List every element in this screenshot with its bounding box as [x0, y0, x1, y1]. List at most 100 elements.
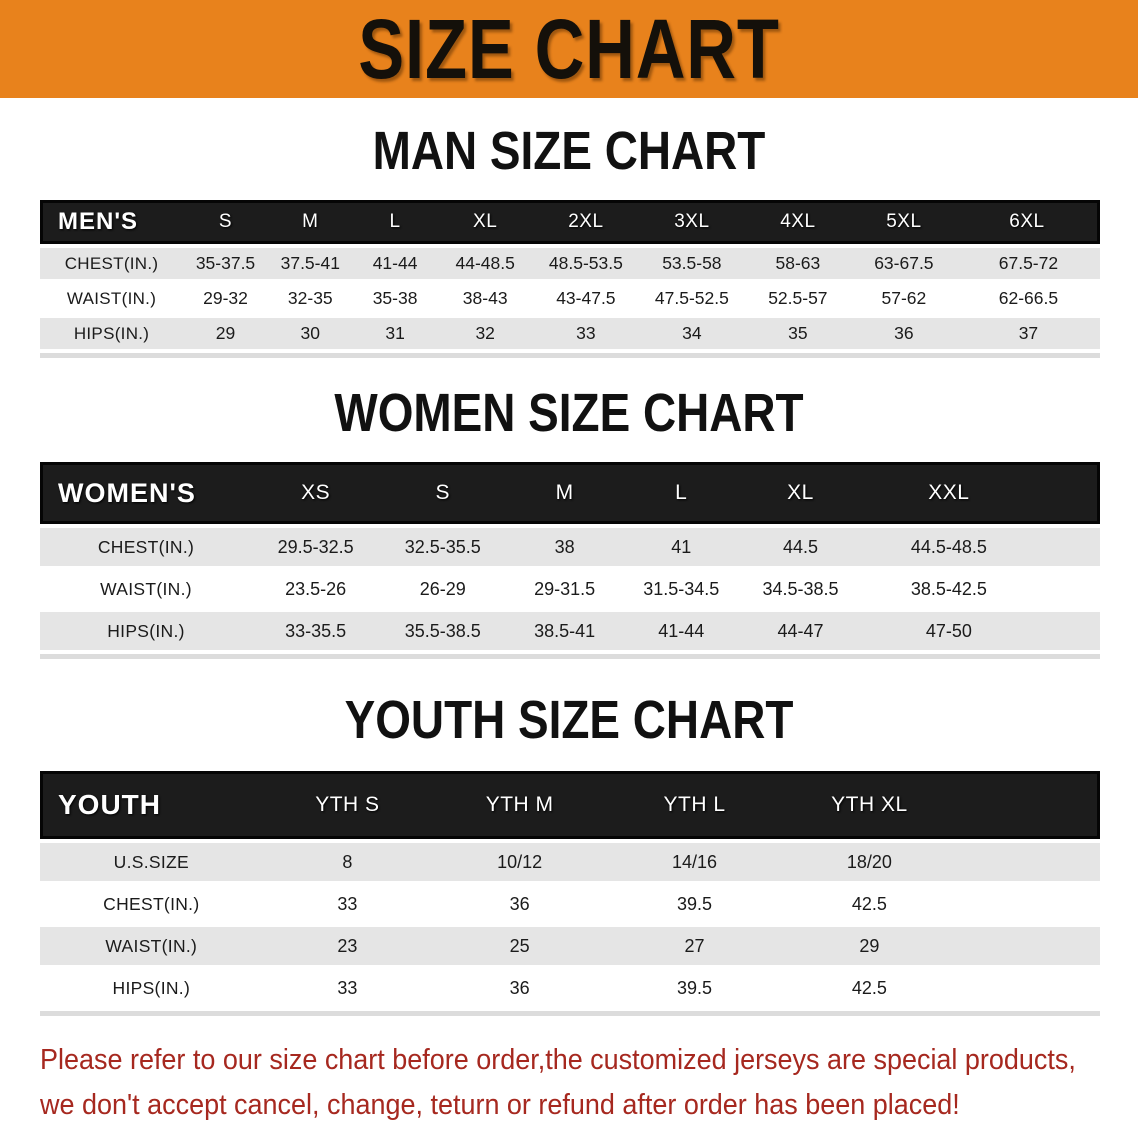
measurement-value-cell: 53.5-58 — [638, 248, 745, 279]
banner-title: SIZE CHART — [358, 2, 780, 96]
measurement-value-cell: 39.5 — [607, 885, 782, 923]
disclaimer-line-2: we don't accept cancel, change, teturn o… — [40, 1088, 960, 1121]
disclaimer-line-1: Please refer to our size chart before or… — [40, 1044, 1076, 1076]
measurement-value-cell: 14/16 — [607, 843, 782, 881]
row-spacer-cell — [956, 927, 1100, 965]
measurement-row: U.S.SIZE 8 10/12 14/16 18/20 — [40, 843, 1100, 881]
measurement-value-cell: 25 — [432, 927, 608, 965]
row-spacer-cell — [956, 843, 1100, 881]
measurement-label-cell: WAIST(IN.) — [40, 927, 263, 965]
measurement-value-cell: 41-44 — [352, 248, 438, 279]
section-youth: YOUTH SIZE CHART YOUTH YTH S YTH M YTH L YTH… — [0, 690, 1138, 1016]
measurement-label-cell: CHEST(IN.) — [40, 248, 184, 279]
measurement-value-cell: 41-44 — [622, 612, 740, 650]
measurement-value-cell: 57-62 — [850, 283, 957, 314]
measurement-value-cell: 18/20 — [781, 843, 957, 881]
measurement-value-cell: 63-67.5 — [850, 248, 957, 279]
row-spacer-cell — [1036, 570, 1100, 608]
size-column-header: M — [506, 462, 623, 524]
measurement-value-cell: 39.5 — [607, 969, 782, 1007]
measurement-value-cell: 26-29 — [379, 570, 507, 608]
footer-disclaimer: Please refer to our size chart before or… — [40, 1038, 1138, 1128]
measurement-value-cell: 38.5-42.5 — [861, 570, 1037, 608]
measurement-value-cell: 38.5-41 — [506, 612, 623, 650]
measurement-label-cell: HIPS(IN.) — [40, 318, 184, 349]
table-title-cell: YOUTH — [40, 771, 263, 839]
size-header-row: MEN'S S M L XL 2XL 3XL 4XL 5XL 6XL — [40, 200, 1100, 244]
section-women: WOMEN SIZE CHART WOMEN'S XS S M L XL XXL CHEST(… — [0, 386, 1138, 659]
measurement-row: WAIST(IN.) 23 25 27 29 — [40, 927, 1100, 965]
measurement-value-cell: 33-35.5 — [252, 612, 380, 650]
measurement-value-cell: 33 — [532, 318, 639, 349]
measurement-value-cell: 41 — [622, 528, 740, 566]
measurement-value-cell: 47.5-52.5 — [638, 283, 745, 314]
measurement-value-cell: 38 — [506, 528, 623, 566]
size-column-header: YTH M — [432, 771, 608, 839]
measurement-row: HIPS(IN.) 29 30 31 32 33 34 35 36 37 — [40, 318, 1100, 349]
measurement-value-cell: 48.5-53.5 — [532, 248, 639, 279]
measurement-value-cell: 34 — [638, 318, 745, 349]
measurement-value-cell: 34.5-38.5 — [739, 570, 862, 608]
measurement-value-cell: 52.5-57 — [744, 283, 851, 314]
measurement-label-cell: CHEST(IN.) — [40, 885, 263, 923]
measurement-value-cell: 8 — [262, 843, 433, 881]
row-spacer-cell — [956, 969, 1100, 1007]
table-title-cell: MEN'S — [40, 200, 184, 244]
measurement-label-cell: HIPS(IN.) — [40, 969, 263, 1007]
measurement-value-cell: 67.5-72 — [956, 248, 1100, 279]
size-column-header: S — [379, 462, 507, 524]
measurement-value-cell: 31 — [352, 318, 438, 349]
measurement-value-cell: 32.5-35.5 — [379, 528, 507, 566]
measurement-label-cell: U.S.SIZE — [40, 843, 263, 881]
size-column-header: YTH L — [607, 771, 782, 839]
measurement-value-cell: 29-32 — [183, 283, 268, 314]
measurement-value-cell: 23.5-26 — [252, 570, 380, 608]
measurement-value-cell: 27 — [607, 927, 782, 965]
measurement-value-cell: 29 — [183, 318, 268, 349]
size-column-header: XS — [252, 462, 380, 524]
size-column-header: 3XL — [638, 200, 745, 244]
size-column-header: L — [622, 462, 740, 524]
header-spacer-cell — [1036, 462, 1100, 524]
measurement-value-cell: 44-48.5 — [437, 248, 533, 279]
measurement-value-cell: 44-47 — [739, 612, 862, 650]
measurement-value-cell: 62-66.5 — [956, 283, 1100, 314]
measurement-row: CHEST(IN.) 29.5-32.5 32.5-35.5 38 41 44.5 44.5… — [40, 528, 1100, 566]
size-column-header: XL — [739, 462, 862, 524]
measurement-row: HIPS(IN.) 33 36 39.5 42.5 — [40, 969, 1100, 1007]
size-column-header: S — [183, 200, 268, 244]
measurement-value-cell: 37 — [956, 318, 1100, 349]
size-column-header: YTH S — [262, 771, 433, 839]
size-column-header: XL — [437, 200, 533, 244]
row-spacer-cell — [956, 885, 1100, 923]
measurement-value-cell: 47-50 — [861, 612, 1037, 650]
measurement-row: WAIST(IN.) 23.5-26 26-29 29-31.5 31.5-34.5 34… — [40, 570, 1100, 608]
measurement-label-cell: WAIST(IN.) — [40, 570, 252, 608]
size-column-header: L — [352, 200, 438, 244]
size-header-row: WOMEN'S XS S M L XL XXL — [40, 462, 1100, 524]
measurement-value-cell: 35-37.5 — [183, 248, 268, 279]
measurement-label-cell: HIPS(IN.) — [40, 612, 252, 650]
measurement-value-cell: 32-35 — [267, 283, 353, 314]
youth-section-heading: YOUTH SIZE CHART — [344, 690, 794, 750]
measurement-value-cell: 43-47.5 — [532, 283, 639, 314]
measurement-value-cell: 30 — [267, 318, 353, 349]
size-column-header: 4XL — [744, 200, 851, 244]
measurement-value-cell: 36 — [432, 969, 608, 1007]
measurement-row: HIPS(IN.) 33-35.5 35.5-38.5 38.5-41 41-44 44-… — [40, 612, 1100, 650]
size-column-header: 2XL — [532, 200, 639, 244]
measurement-value-cell: 23 — [262, 927, 433, 965]
measurement-value-cell: 58-63 — [744, 248, 851, 279]
measurement-row: CHEST(IN.) 33 36 39.5 42.5 — [40, 885, 1100, 923]
row-spacer-cell — [1036, 612, 1100, 650]
size-column-header: M — [267, 200, 353, 244]
measurement-value-cell: 29 — [781, 927, 957, 965]
measurement-value-cell: 38-43 — [437, 283, 533, 314]
section-men: MAN SIZE CHART MEN'S S M L XL 2XL 3XL 4XL 5XL 6XL… — [0, 124, 1138, 358]
measurement-value-cell: 36 — [850, 318, 957, 349]
size-column-header: YTH XL — [781, 771, 957, 839]
measurement-value-cell: 29.5-32.5 — [252, 528, 380, 566]
measurement-value-cell: 33 — [262, 885, 433, 923]
size-column-header: 6XL — [956, 200, 1100, 244]
